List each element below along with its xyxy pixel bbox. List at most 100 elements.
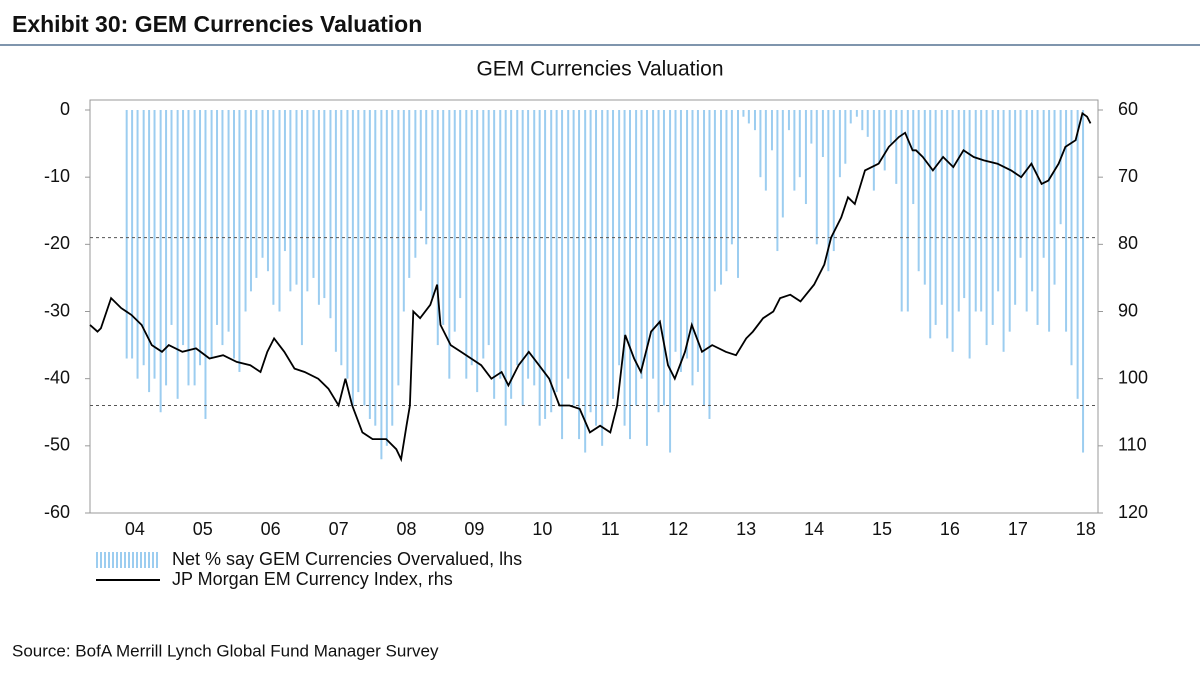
bar [136, 110, 139, 379]
bar [589, 110, 592, 413]
bar [346, 110, 349, 379]
bar [662, 110, 665, 406]
bar [550, 110, 553, 413]
bar [1070, 110, 1073, 366]
bar [442, 110, 445, 325]
bar [804, 110, 807, 205]
bar [227, 110, 230, 332]
bar [278, 110, 281, 312]
y-tick-label: -30 [44, 300, 70, 320]
bar [204, 110, 207, 419]
bar [1048, 110, 1051, 332]
bar [1008, 110, 1011, 332]
bar [968, 110, 971, 359]
bar [855, 110, 858, 117]
bar [329, 110, 332, 319]
bar [125, 110, 128, 359]
bar [1053, 110, 1056, 285]
bar [295, 110, 298, 285]
bar [720, 110, 723, 285]
bar [544, 110, 547, 419]
bar [334, 110, 337, 352]
bar [821, 110, 824, 158]
bar [567, 110, 570, 379]
bar [238, 110, 241, 372]
bar [1014, 110, 1017, 305]
bar [713, 110, 716, 292]
bar [674, 110, 677, 352]
bar [606, 110, 609, 406]
legend-swatch [128, 552, 130, 568]
bar [629, 110, 631, 440]
bar [980, 110, 983, 312]
legend-swatch [136, 552, 138, 568]
bar [686, 110, 689, 359]
bar [261, 110, 264, 258]
x-tick-label: 08 [397, 519, 417, 539]
bar [679, 110, 682, 372]
legend-label: JP Morgan EM Currency Index, rhs [172, 569, 453, 589]
bar [380, 110, 383, 460]
y-tick-label: -40 [44, 367, 70, 387]
bar [759, 110, 762, 178]
x-tick-label: 10 [532, 519, 552, 539]
legend-swatch [116, 552, 118, 568]
legend-swatch [152, 552, 154, 568]
bar [499, 110, 502, 379]
bar [176, 110, 179, 399]
bar [889, 110, 892, 144]
bar [849, 110, 852, 124]
bar [917, 110, 920, 272]
bar [810, 110, 813, 144]
bar [985, 110, 988, 346]
legend-swatch [108, 552, 110, 568]
bar [742, 110, 745, 117]
bar [584, 110, 587, 453]
legend-swatch [148, 552, 150, 568]
legend-swatch [100, 552, 102, 568]
bar [725, 110, 728, 272]
bar [669, 110, 672, 453]
x-tick-label: 06 [261, 519, 281, 539]
bar [470, 110, 473, 366]
bar [283, 110, 286, 252]
bar [951, 110, 954, 352]
bar [1082, 110, 1085, 453]
bar [482, 110, 485, 359]
legend-label: Net % say GEM Currencies Overvalued, lhs [172, 549, 522, 569]
bar [770, 110, 773, 151]
bar [221, 110, 224, 346]
bar [357, 110, 360, 393]
bar [397, 110, 400, 386]
y2-tick-label: 90 [1118, 300, 1138, 320]
y-tick-label: -10 [44, 166, 70, 186]
bar [946, 110, 949, 339]
bar [601, 110, 604, 446]
bar [595, 110, 598, 426]
bar [776, 110, 779, 252]
legend-swatch [120, 552, 122, 568]
bar [453, 110, 456, 332]
bar [193, 110, 196, 386]
bar [419, 110, 422, 211]
bar [929, 110, 932, 339]
bar [1065, 110, 1068, 332]
bar [730, 110, 733, 245]
y2-tick-label: 60 [1118, 99, 1138, 119]
legend-swatch [132, 552, 134, 568]
bar [878, 110, 881, 164]
legend-swatch [124, 552, 126, 568]
bar [963, 110, 966, 299]
bar [408, 110, 411, 278]
bar [165, 110, 168, 386]
bar [527, 110, 530, 379]
bar [459, 110, 462, 299]
bar [368, 110, 371, 419]
bar [561, 110, 564, 440]
plot-frame [89, 99, 1099, 514]
bar [895, 110, 898, 184]
y-tick-label: -50 [44, 435, 70, 455]
bar [974, 110, 977, 312]
bar [289, 110, 292, 292]
